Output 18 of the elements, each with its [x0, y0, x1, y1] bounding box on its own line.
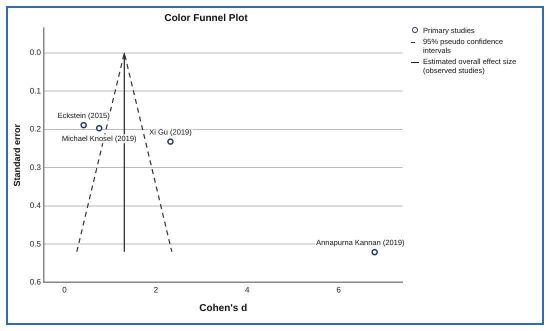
y-tick-label: 0.0: [30, 48, 42, 58]
x-axis-title: Cohen's d: [199, 302, 248, 314]
y-tick-label: 0.2: [30, 124, 42, 134]
y-tick-label: 0.5: [30, 239, 42, 248]
x-tick-label: 2: [154, 285, 159, 294]
y-tick-label: 0.6: [30, 278, 42, 287]
point: [96, 124, 102, 132]
y-tick-label: 0.1: [30, 86, 42, 96]
chart-title: Color Funnel Plot: [164, 12, 248, 24]
x-tick-label: 0: [62, 285, 68, 294]
y-tick-label: 0.4: [30, 201, 42, 210]
y-axis-title: Standard error: [12, 123, 22, 186]
point: [167, 138, 174, 145]
point: [80, 122, 87, 128]
x-tick-label: 4: [244, 285, 250, 294]
x-tick-label: 6: [336, 285, 342, 294]
point: [371, 248, 378, 256]
y-tick-label: 0.3: [30, 162, 42, 172]
